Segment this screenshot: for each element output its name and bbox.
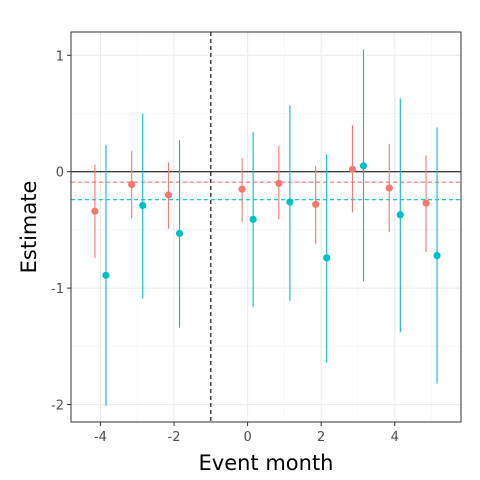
reference-lines bbox=[71, 32, 461, 422]
y-tick-label: 1 bbox=[56, 49, 64, 64]
estimate-point bbox=[422, 199, 430, 207]
estimate-point bbox=[91, 207, 99, 215]
series-layer bbox=[91, 49, 441, 406]
estimate-point bbox=[433, 251, 441, 260]
estimate-point bbox=[249, 215, 257, 224]
estimate-point bbox=[102, 271, 110, 279]
estimate-point bbox=[128, 180, 136, 189]
estimate-point bbox=[359, 162, 368, 170]
panel-border bbox=[70, 31, 462, 423]
estimate-point bbox=[323, 254, 331, 262]
estimate-point bbox=[286, 198, 294, 206]
x-tick-label: 4 bbox=[391, 430, 399, 445]
x-axis-title: Event month bbox=[199, 451, 334, 475]
estimate-point bbox=[312, 200, 320, 208]
major-gridlines bbox=[71, 32, 461, 422]
x-axis-ticks: -4 -2 0 2 4 bbox=[94, 422, 399, 445]
estimate-point bbox=[396, 211, 404, 219]
x-tick-label: -2 bbox=[168, 430, 181, 445]
x-tick-label: 0 bbox=[243, 430, 251, 445]
y-tick-label: -2 bbox=[51, 399, 64, 414]
estimate-point bbox=[164, 191, 173, 199]
x-tick-label: -4 bbox=[94, 430, 107, 445]
y-tick-label: -1 bbox=[51, 282, 64, 297]
estimate-point bbox=[139, 201, 147, 210]
estimate-point bbox=[348, 165, 357, 173]
estimate-point bbox=[385, 184, 393, 192]
y-axis-title: Estimate bbox=[17, 181, 41, 274]
estimate-point bbox=[175, 229, 184, 238]
estimate-point bbox=[238, 185, 246, 193]
x-tick-label: 2 bbox=[317, 430, 325, 445]
y-tick-label: 0 bbox=[56, 166, 64, 181]
y-axis-ticks: -2 -1 0 1 bbox=[51, 49, 71, 414]
estimate-point bbox=[275, 179, 283, 187]
